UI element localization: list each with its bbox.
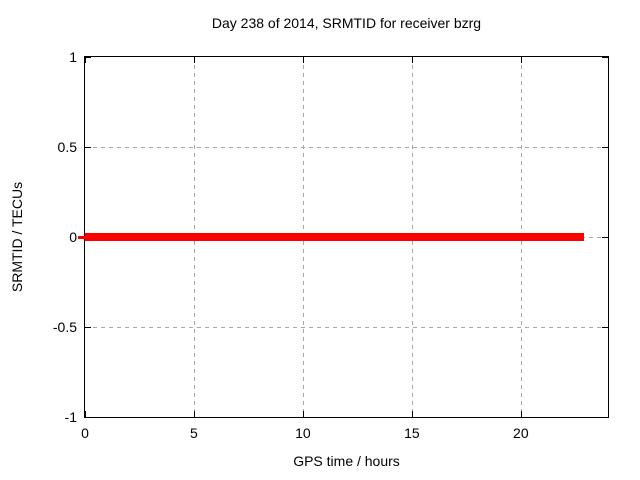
y-tick-label: -1 [64,409,77,425]
y-tick-right [602,237,608,238]
x-tick-bottom [85,411,86,417]
x-tick-label: 20 [513,425,529,441]
y-tick-label: 1 [69,49,77,65]
y-tick-left [85,417,91,418]
gridline-y [85,327,608,328]
chart-title: Day 238 of 2014, SRMTID for receiver bzr… [211,15,482,31]
y-tick-right [602,147,608,148]
y-axis-label: SRMTID / TECUs [9,181,26,293]
y-tick-right [602,57,608,58]
x-tick-top [520,57,522,63]
x-tick-bottom [193,411,195,417]
gridline-y [85,147,608,148]
x-tick-bottom [520,411,522,417]
x-tick-label: 0 [81,425,89,441]
y-tick-left [85,57,91,58]
x-axis-label: GPS time / hours [293,453,400,469]
x-tick-top [302,57,304,63]
x-tick-label: 10 [295,425,311,441]
plot-area: -1 -0.5 0 0.5 1 0 5 10 15 20 [53,49,609,441]
y-tick-label: 0 [69,229,77,245]
x-tick-bottom [302,411,304,417]
x-tick-label: 5 [190,425,198,441]
y-tick-right [602,327,608,328]
x-tick-top [411,57,413,63]
y-tick-right [602,417,608,418]
series-line [85,233,585,241]
x-tick-bottom [411,411,413,417]
y-tick-left [85,327,91,328]
y-tick-left [85,147,91,148]
y-axis-label-container: SRMTID / TECUs [0,56,34,418]
series-line-cap [78,235,85,239]
x-tick-top [85,57,86,63]
y-tick-label: 0.5 [57,139,77,155]
x-tick-top [193,57,195,63]
y-tick-label: -0.5 [52,319,77,335]
x-tick-label: 15 [404,425,420,441]
